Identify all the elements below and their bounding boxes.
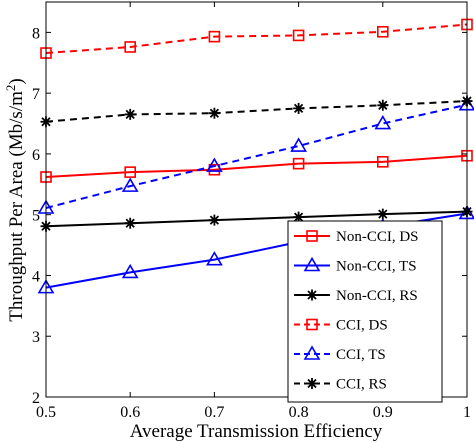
- legend-item-non-cci-rs: Non-CCI, RS: [294, 288, 418, 304]
- y-tick-label: 3: [32, 329, 40, 346]
- x-tick-label: 1: [463, 404, 471, 421]
- series-line-cci-ts: [45, 103, 468, 209]
- series-cci-ds: [40, 18, 473, 59]
- y-tick-label: 7: [32, 86, 40, 103]
- legend-marker: [306, 230, 318, 242]
- y-tick-label: 8: [32, 25, 40, 42]
- data-point-cci-rs: [208, 107, 220, 119]
- series-line-non-cci-rs: [45, 210, 468, 228]
- series-line-cci-rs: [45, 100, 468, 123]
- legend-label: CCI, DS: [336, 318, 388, 334]
- data-point-non-cci-rs: [208, 214, 220, 226]
- legend-label: CCI, RS: [336, 377, 387, 393]
- y-tick-label: 2: [32, 390, 40, 407]
- data-point-cci-ts: [374, 114, 392, 130]
- data-point-cci-rs: [293, 102, 305, 114]
- legend-marker: [306, 289, 318, 301]
- y-axis-title: Throughput Per Area (Mb/s/m2): [3, 78, 28, 321]
- legend-item-non-cci-ds: Non-CCI, DS: [294, 229, 419, 245]
- legend-label: Non-CCI, DS: [336, 229, 419, 245]
- x-tick-label: 0.5: [36, 404, 56, 421]
- data-point-cci-ds: [124, 41, 136, 53]
- data-point-cci-ds: [292, 29, 305, 42]
- x-tick-label: 0.7: [204, 404, 224, 421]
- legend-label: CCI, TS: [336, 347, 386, 363]
- data-point-non-cci-ds: [292, 157, 305, 170]
- legend-marker: [303, 256, 321, 272]
- data-point-non-cci-ds: [124, 166, 136, 178]
- legend-item-cci-ds: CCI, DS: [294, 318, 388, 334]
- data-point-cci-rs: [124, 108, 136, 120]
- legend-label: Non-CCI, TS: [336, 259, 417, 275]
- x-tick-label: 0.8: [289, 404, 309, 421]
- legend-item-non-cci-ts: Non-CCI, TS: [294, 256, 417, 275]
- series-cci-ts: [37, 96, 474, 214]
- data-point-cci-ts: [206, 157, 223, 172]
- y-tick-label: 5: [32, 208, 40, 225]
- y-axis-title-main: Throughput Per Area (Mb/s/m: [6, 91, 27, 322]
- series-line-cci-ds: [45, 23, 468, 55]
- data-point-non-cci-ts: [121, 263, 139, 279]
- data-point-non-cci-rs: [124, 217, 136, 229]
- data-point-non-cci-ds: [376, 156, 389, 168]
- y-tick-label: 6: [32, 147, 40, 164]
- y-tick-label: 4: [32, 268, 40, 285]
- x-axis-title: Average Transmission Efficiency: [130, 421, 383, 442]
- data-point-cci-ds: [208, 30, 221, 43]
- data-point-non-cci-ds: [208, 163, 221, 176]
- plot-frame: [45, 1, 468, 398]
- y-axis-title-suffix: ): [6, 78, 27, 84]
- legend-marker: [306, 378, 318, 389]
- data-point-cci-ts: [290, 137, 307, 152]
- legend-marker: [303, 345, 321, 360]
- legend: Non-CCI, DS Non-CCI, TS Non-CCI, RS CCI, DS…: [287, 220, 443, 403]
- legend-item-cci-rs: CCI, RS: [294, 377, 387, 393]
- legend-item-cci-ts: CCI, TS: [294, 345, 386, 363]
- series-cci-rs: [40, 95, 473, 128]
- legend-label: Non-CCI, RS: [336, 288, 418, 304]
- data-point-cci-rs: [377, 99, 389, 111]
- legend-marker: [306, 318, 318, 331]
- x-tick-label: 0.6: [120, 404, 140, 421]
- data-point-non-cci-rs: [293, 211, 305, 223]
- series-line-non-cci-ds: [45, 154, 468, 179]
- y-axis-title-superscript: 2: [3, 85, 18, 92]
- data-point-cci-ts: [121, 177, 139, 192]
- ticks-layer: 0.5 0.6 0.7 0.8 0.9 1 2 3 4 5 6 7 8: [32, 2, 471, 421]
- data-point-non-cci-rs: [377, 208, 389, 220]
- data-point-cci-ds: [376, 25, 389, 38]
- x-tick-label: 0.9: [373, 404, 393, 421]
- data-point-non-cci-ts: [206, 251, 223, 266]
- legend-box: [287, 220, 443, 403]
